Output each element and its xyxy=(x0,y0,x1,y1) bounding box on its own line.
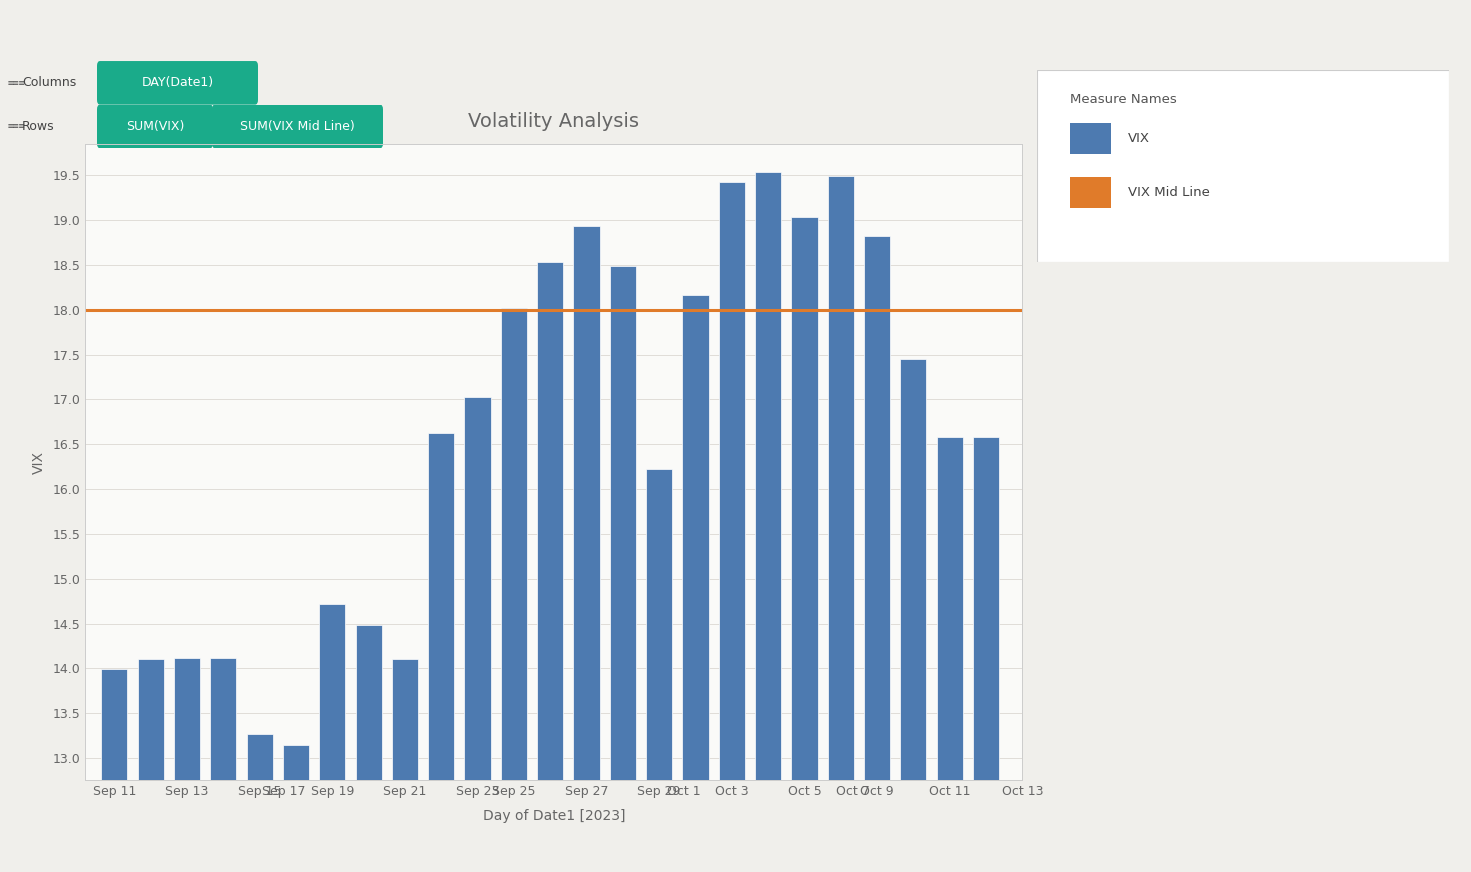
Bar xyxy=(900,359,927,872)
Bar xyxy=(391,659,418,872)
Text: Measure Names: Measure Names xyxy=(1069,92,1177,106)
Text: VIX Mid Line: VIX Mid Line xyxy=(1128,186,1209,199)
Bar xyxy=(282,745,309,872)
Y-axis label: VIX: VIX xyxy=(32,451,46,473)
Text: VIX: VIX xyxy=(1128,133,1150,146)
Bar xyxy=(791,216,818,872)
Bar xyxy=(828,176,853,872)
FancyBboxPatch shape xyxy=(97,61,257,105)
FancyBboxPatch shape xyxy=(97,105,213,148)
Bar xyxy=(356,625,381,872)
Text: Columns: Columns xyxy=(22,77,76,89)
Bar xyxy=(1069,177,1111,208)
X-axis label: Day of Date1 [2023]: Day of Date1 [2023] xyxy=(482,809,625,823)
Title: Volatility Analysis: Volatility Analysis xyxy=(468,112,640,131)
Bar xyxy=(138,659,163,872)
Bar xyxy=(428,433,455,872)
Bar xyxy=(247,734,272,872)
Bar xyxy=(537,262,563,872)
Bar xyxy=(937,437,964,872)
FancyBboxPatch shape xyxy=(212,105,382,148)
Text: SUM(VIX Mid Line): SUM(VIX Mid Line) xyxy=(240,120,355,133)
Bar xyxy=(101,670,128,872)
Bar xyxy=(863,236,890,872)
Bar xyxy=(574,227,600,872)
Bar xyxy=(610,266,635,872)
Bar xyxy=(1069,124,1111,154)
Text: DAY(Date1): DAY(Date1) xyxy=(141,77,213,89)
FancyBboxPatch shape xyxy=(1037,70,1449,262)
Text: ≡≡≡: ≡≡≡ xyxy=(7,121,25,132)
Bar xyxy=(500,308,527,872)
Text: ≡≡≡: ≡≡≡ xyxy=(7,78,25,88)
Bar xyxy=(755,172,781,872)
Bar xyxy=(683,296,709,872)
Bar xyxy=(465,397,491,872)
Bar xyxy=(646,469,672,872)
Text: Rows: Rows xyxy=(22,120,54,133)
Bar xyxy=(174,657,200,872)
Text: SUM(VIX): SUM(VIX) xyxy=(127,120,184,133)
Bar xyxy=(210,657,237,872)
Bar xyxy=(319,603,346,872)
Bar xyxy=(719,182,744,872)
Bar xyxy=(972,437,999,872)
